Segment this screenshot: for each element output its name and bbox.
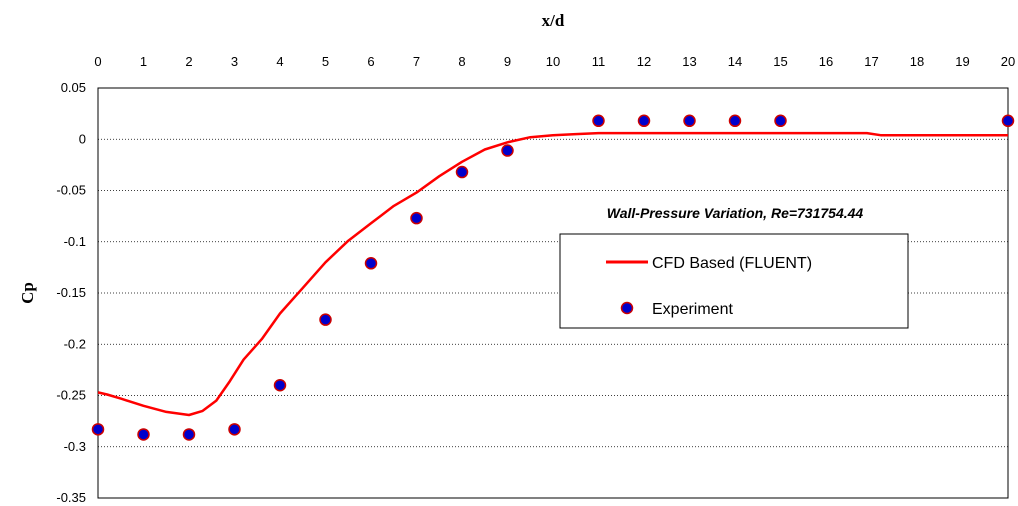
y-tick-label-0: 0.05 bbox=[61, 80, 86, 95]
experiment-point-10 bbox=[592, 114, 605, 128]
x-tick-label-11: 11 bbox=[592, 54, 606, 69]
x-tick-label-20: 20 bbox=[1001, 54, 1015, 69]
y-tick-label-8: -0.35 bbox=[56, 490, 86, 505]
x-tick-labels: 0 1 2 3 4 5 6 7 8 9 10 11 12 13 14 15 16 17 18 19 20 bbox=[94, 54, 1015, 69]
experiment-point-12 bbox=[683, 114, 696, 128]
y-tick-label-4: -0.15 bbox=[56, 285, 86, 300]
experiment-point-15 bbox=[1001, 114, 1015, 128]
x-tick-label-0: 0 bbox=[94, 54, 101, 69]
x-tick-label-10: 10 bbox=[546, 54, 560, 69]
x-tick-label-8: 8 bbox=[458, 54, 465, 69]
experiment-point-14 bbox=[774, 114, 787, 128]
legend: CFD Based (FLUENT) Experiment bbox=[559, 233, 909, 329]
legend-label-cfd: CFD Based (FLUENT) bbox=[652, 255, 812, 272]
experiment-point-13 bbox=[728, 114, 742, 128]
experiment-point-7 bbox=[410, 211, 423, 225]
legend-box bbox=[559, 233, 909, 329]
x-tick-label-1: 1 bbox=[140, 54, 147, 69]
x-tick-label-12: 12 bbox=[637, 54, 651, 69]
y-tick-labels: 0.05 0 -0.05 -0.1 -0.15 -0.2 -0.25 -0.3 -0.35 bbox=[56, 80, 86, 505]
x-tick-label-18: 18 bbox=[910, 54, 924, 69]
x-tick-label-17: 17 bbox=[864, 54, 878, 69]
experiment-point-11 bbox=[637, 114, 651, 128]
x-tick-label-2: 2 bbox=[185, 54, 192, 69]
series-line-cfd bbox=[97, 131, 1008, 417]
x-tick-label-14: 14 bbox=[728, 54, 742, 69]
experiment-point-5 bbox=[319, 313, 332, 326]
y-tick-label-7: -0.3 bbox=[64, 439, 86, 454]
x-tick-label-5: 5 bbox=[322, 54, 329, 69]
x-tick-label-7: 7 bbox=[413, 54, 420, 69]
experiment-point-2 bbox=[182, 428, 196, 441]
chart-annotation: Wall-Pressure Variation, Re=731754.44 bbox=[607, 205, 864, 221]
x-tick-label-16: 16 bbox=[819, 54, 833, 69]
y-tick-label-5: -0.2 bbox=[64, 336, 86, 351]
x-tick-label-6: 6 bbox=[367, 54, 374, 69]
y-axis-title: Cp bbox=[18, 282, 37, 304]
x-tick-label-15: 15 bbox=[773, 54, 787, 69]
y-tick-label-6: -0.25 bbox=[56, 388, 86, 403]
x-tick-label-9: 9 bbox=[504, 54, 511, 69]
experiment-point-4 bbox=[273, 379, 287, 392]
x-tick-label-4: 4 bbox=[276, 54, 283, 69]
x-tick-label-13: 13 bbox=[682, 54, 696, 69]
y-tick-label-3: -0.1 bbox=[64, 234, 86, 249]
series-layer bbox=[91, 114, 1015, 441]
experiment-point-3 bbox=[228, 423, 241, 436]
x-axis-title: x/d bbox=[542, 11, 565, 30]
y-tick-label-2: -0.05 bbox=[56, 183, 86, 198]
experiment-point-1 bbox=[137, 428, 150, 441]
x-tick-label-19: 19 bbox=[955, 54, 969, 69]
experiment-point-8 bbox=[455, 165, 469, 179]
y-tick-label-1: 0 bbox=[79, 131, 86, 146]
experiment-point-6 bbox=[364, 257, 378, 270]
experiment-point-9 bbox=[501, 144, 514, 157]
legend-marker-swatch bbox=[620, 301, 634, 315]
x-tick-label-3: 3 bbox=[231, 54, 238, 69]
legend-label-experiment: Experiment bbox=[652, 301, 733, 318]
experiment-point-0 bbox=[91, 423, 105, 436]
